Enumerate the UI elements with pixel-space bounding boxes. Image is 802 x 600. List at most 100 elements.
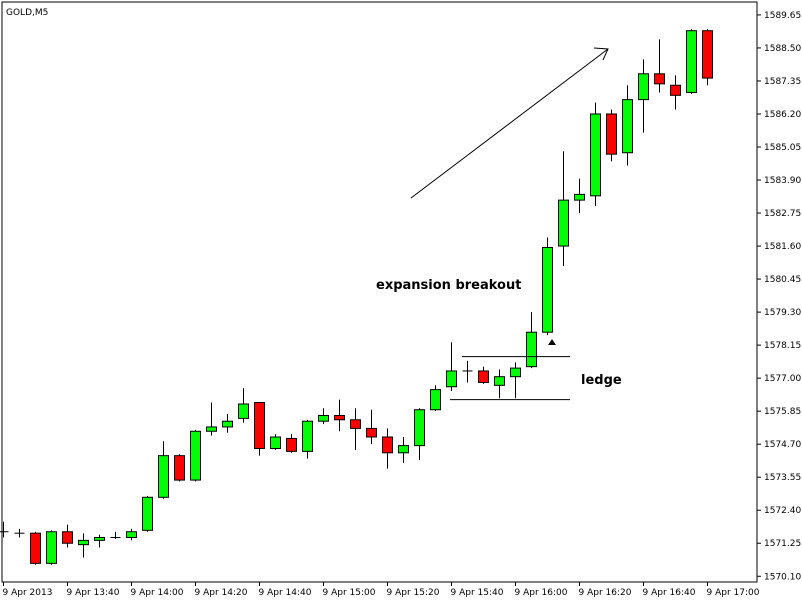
x-tick-label: 9 Apr 2013 <box>3 588 53 598</box>
candle <box>110 531 121 539</box>
y-tick-label: 1579.30 <box>764 308 801 318</box>
expansion-breakout-label: expansion breakout <box>376 278 521 293</box>
candle <box>30 531 41 565</box>
candle-body <box>158 455 169 498</box>
candle <box>462 360 473 383</box>
y-tick-label: 1571.25 <box>764 539 801 549</box>
y-axis: 1589.65 1588.50 1587.35 1586.20 1585.05 1583.… <box>757 11 801 582</box>
candle-body <box>414 409 425 447</box>
candle <box>398 437 409 463</box>
candle <box>702 29 713 86</box>
candle-body <box>638 73 649 101</box>
x-tick-label: 9 Apr 16:00 <box>515 588 568 598</box>
candle <box>606 109 617 162</box>
candle <box>494 369 505 399</box>
x-tick-label: 9 Apr 14:20 <box>195 588 248 598</box>
candle <box>574 178 585 214</box>
candle <box>542 237 553 336</box>
candle <box>334 399 345 432</box>
candle <box>62 524 73 548</box>
candle <box>382 428 393 469</box>
y-tick-label: 1588.50 <box>764 44 801 54</box>
candle <box>126 528 137 541</box>
y-tick-label: 1570.10 <box>764 572 801 582</box>
trend-arrow-line <box>410 48 609 199</box>
x-tick-label: 9 Apr 17:00 <box>707 588 760 598</box>
candle-body <box>382 436 393 454</box>
candle-body <box>94 536 105 541</box>
trend-arrow-head <box>593 47 609 61</box>
x-axis: 9 Apr 2013 9 Apr 13:40 9 Apr 14:00 9 Apr 14… <box>3 582 760 598</box>
x-tick-label: 9 Apr 14:40 <box>259 588 312 598</box>
x-tick-label: 9 Apr 16:20 <box>579 588 632 598</box>
y-tick-label: 1586.20 <box>764 110 801 120</box>
x-tick-label: 9 Apr 13:40 <box>67 588 120 598</box>
candle <box>0 521 9 538</box>
candle-body <box>46 531 57 564</box>
candle <box>158 441 169 499</box>
y-tick-label: 1577.00 <box>764 374 801 384</box>
candle-body <box>302 420 313 452</box>
candle <box>430 385 441 412</box>
candle-body <box>254 402 265 449</box>
candle <box>686 29 697 94</box>
plot-area <box>1 1 758 583</box>
x-tick-label: 9 Apr 15:00 <box>323 588 376 598</box>
candle <box>414 408 425 460</box>
candle-body <box>398 445 409 454</box>
candle <box>318 408 329 425</box>
candle-body <box>654 73 665 85</box>
candle-body <box>670 84 681 96</box>
candle <box>270 434 281 450</box>
candle-body <box>30 532 41 564</box>
candle-body <box>126 531 137 538</box>
candle <box>302 419 313 459</box>
y-tick-label: 1572.40 <box>764 506 801 516</box>
candle <box>142 495 153 532</box>
candle <box>654 39 665 93</box>
candle-body <box>622 99 633 154</box>
y-tick-label: 1580.45 <box>764 275 801 285</box>
x-tick-label: 9 Apr 14:00 <box>131 588 184 598</box>
y-tick-label: 1574.70 <box>764 440 801 450</box>
candle <box>174 454 185 482</box>
candle-body <box>78 539 89 546</box>
candle-body <box>590 113 601 197</box>
candle <box>254 402 265 456</box>
candle <box>286 434 297 453</box>
candle-body <box>334 414 345 421</box>
candle-body <box>222 420 233 428</box>
y-tick-label: 1575.85 <box>764 407 801 417</box>
y-tick-label: 1587.35 <box>764 77 801 87</box>
candle <box>366 409 377 445</box>
candle-body <box>238 403 249 419</box>
candle <box>206 402 217 436</box>
candle-body <box>286 437 297 452</box>
candle <box>622 85 633 166</box>
candle-body <box>366 427 377 438</box>
candle <box>94 534 105 548</box>
y-tick-label: 1582.75 <box>764 209 801 219</box>
candle <box>46 530 57 565</box>
annotations: expansion breakout ledge <box>376 47 622 401</box>
x-tick-label: 9 Apr 15:40 <box>451 588 504 598</box>
y-tick-label: 1581.60 <box>764 242 801 252</box>
candle <box>478 366 489 384</box>
candle <box>14 528 25 538</box>
candle <box>190 429 201 482</box>
candle <box>446 342 457 392</box>
candle-body <box>62 531 73 544</box>
candle-body <box>350 419 361 429</box>
candle-body <box>190 430 201 481</box>
candle-body <box>142 496 153 531</box>
ledge-label: ledge <box>581 373 622 388</box>
candle <box>638 59 649 133</box>
candle <box>526 312 537 369</box>
candle-body <box>574 193 585 201</box>
x-tick-label: 9 Apr 15:20 <box>387 588 440 598</box>
breakout-marker-arrow <box>548 339 556 345</box>
y-tick-label: 1585.05 <box>764 143 801 153</box>
candle <box>510 362 521 399</box>
candle <box>558 151 569 267</box>
